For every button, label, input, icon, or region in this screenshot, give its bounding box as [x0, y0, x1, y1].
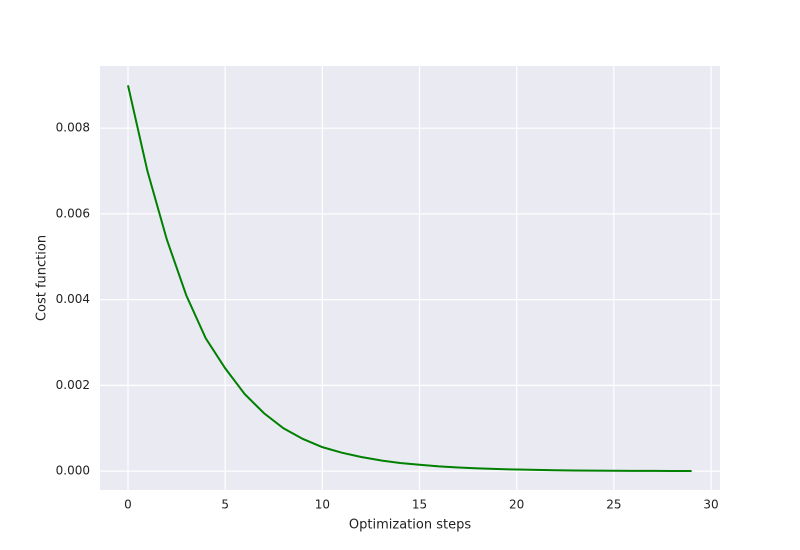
x-tick-label: 10	[315, 498, 330, 512]
y-tick-label: 0.006	[56, 206, 90, 220]
line	[127, 85, 692, 472]
x-tick-label: 5	[221, 498, 229, 512]
x-tick-label: 0	[124, 498, 132, 512]
plot-area	[100, 66, 720, 490]
x-tick-label: 20	[509, 498, 524, 512]
y-tick-label: 0.002	[56, 378, 90, 392]
x-tick-label: 15	[412, 498, 427, 512]
y-tick-label: 0.008	[56, 121, 90, 135]
x-tick-label: 30	[703, 498, 718, 512]
x-axis-label: Optimization steps	[349, 518, 471, 533]
x-tick-label: 25	[606, 498, 621, 512]
y-tick-label: 0.004	[56, 292, 90, 306]
y-tick-label: 0.000	[56, 464, 90, 478]
y-axis-label: Cost function	[35, 235, 50, 321]
